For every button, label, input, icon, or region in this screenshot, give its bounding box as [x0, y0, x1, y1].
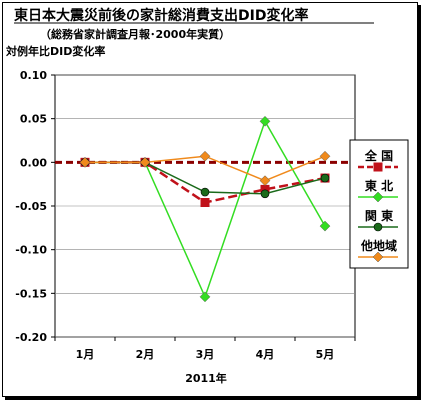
data-point	[199, 150, 211, 162]
y-axis-label: 対例年比DID変化率	[5, 44, 105, 58]
data-point	[200, 187, 210, 197]
y-tick-label: -0.20	[15, 331, 47, 344]
legend-label: 他地域	[360, 238, 397, 253]
y-tick-label: -0.10	[15, 244, 47, 257]
legend-box	[349, 139, 409, 269]
data-point	[259, 115, 271, 127]
data-point	[79, 156, 91, 168]
data-point	[320, 173, 330, 183]
x-tick-label: 2月	[136, 348, 155, 361]
x-tick-label: 1月	[76, 348, 95, 361]
x-tick-label: 4月	[256, 348, 275, 361]
legend-swatch-marker	[372, 251, 384, 263]
data-point	[139, 156, 151, 168]
x-axis-label: 2011年	[185, 371, 227, 385]
chart-title: 東日本大震災前後の家計総消費支出DID変化率	[14, 7, 308, 24]
x-tick-label: 5月	[316, 348, 335, 361]
series-group	[79, 115, 331, 303]
series-4	[79, 150, 331, 187]
y-tick-label: -0.15	[15, 287, 47, 300]
data-point	[199, 291, 211, 303]
y-tick-label: 0.00	[20, 156, 47, 169]
data-point	[259, 175, 271, 187]
y-tick-label: -0.05	[15, 200, 47, 213]
x-tick-label: 3月	[196, 348, 215, 361]
y-tick-label: 0.05	[20, 113, 47, 126]
legend-label: 関 東	[365, 208, 393, 223]
x-ticks: 1月 2月 3月 4月 5月	[54, 337, 356, 361]
data-point	[200, 198, 210, 208]
data-point	[319, 150, 331, 162]
chart-subtitle: （総務省家計調査月報･2000年実質）	[40, 27, 230, 41]
y-ticks: 0.10 0.05 0.00 -0.05 -0.10 -0.15 -0.20	[15, 69, 55, 344]
legend-swatch-marker	[373, 162, 383, 172]
legend-swatch-marker	[373, 222, 383, 232]
legend-swatch-marker	[372, 191, 384, 203]
data-point	[319, 220, 331, 232]
data-point	[260, 189, 270, 199]
legend-label: 東 北	[365, 178, 393, 193]
y-tick-label: 0.10	[20, 69, 47, 82]
legend-label: 全 国	[364, 148, 393, 163]
